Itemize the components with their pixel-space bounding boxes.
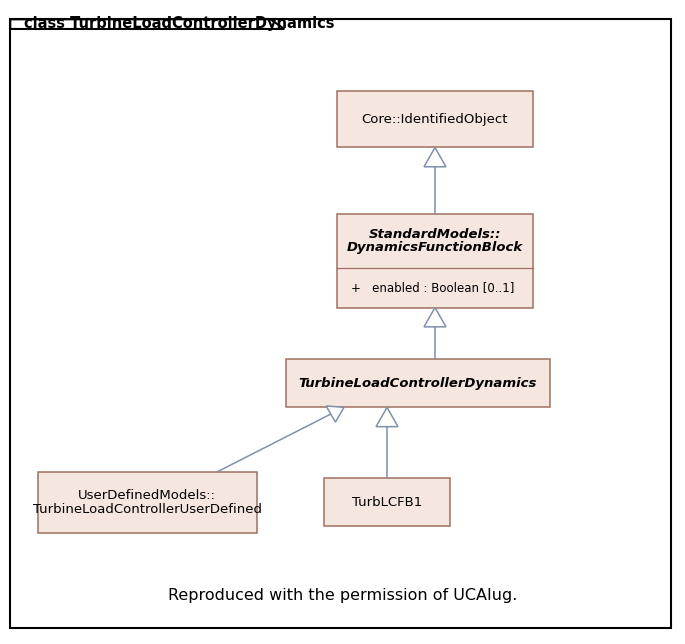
Text: Reproduced with the permission of UCAIug.: Reproduced with the permission of UCAIug… <box>168 588 517 603</box>
FancyBboxPatch shape <box>337 91 533 147</box>
Text: UserDefinedModels::: UserDefinedModels:: <box>78 489 216 502</box>
FancyBboxPatch shape <box>10 19 671 628</box>
Text: StandardModels::: StandardModels:: <box>369 228 501 241</box>
Polygon shape <box>326 406 344 422</box>
FancyBboxPatch shape <box>38 471 257 533</box>
FancyBboxPatch shape <box>323 478 451 527</box>
Polygon shape <box>10 19 284 29</box>
Polygon shape <box>424 147 446 167</box>
Text: Core::IdentifiedObject: Core::IdentifiedObject <box>362 113 508 126</box>
Text: TurbineLoadControllerUserDefined: TurbineLoadControllerUserDefined <box>33 502 262 516</box>
FancyBboxPatch shape <box>337 214 533 308</box>
Text: class TurbineLoadControllerDynamics: class TurbineLoadControllerDynamics <box>24 16 334 32</box>
Text: +   enabled : Boolean [0..1]: + enabled : Boolean [0..1] <box>351 281 514 294</box>
Text: DynamicsFunctionBlock: DynamicsFunctionBlock <box>347 242 523 254</box>
Polygon shape <box>376 407 398 426</box>
Text: TurbineLoadControllerDynamics: TurbineLoadControllerDynamics <box>299 377 537 390</box>
Text: TurbLCFB1: TurbLCFB1 <box>352 496 422 509</box>
Polygon shape <box>424 308 446 327</box>
FancyBboxPatch shape <box>286 359 549 407</box>
